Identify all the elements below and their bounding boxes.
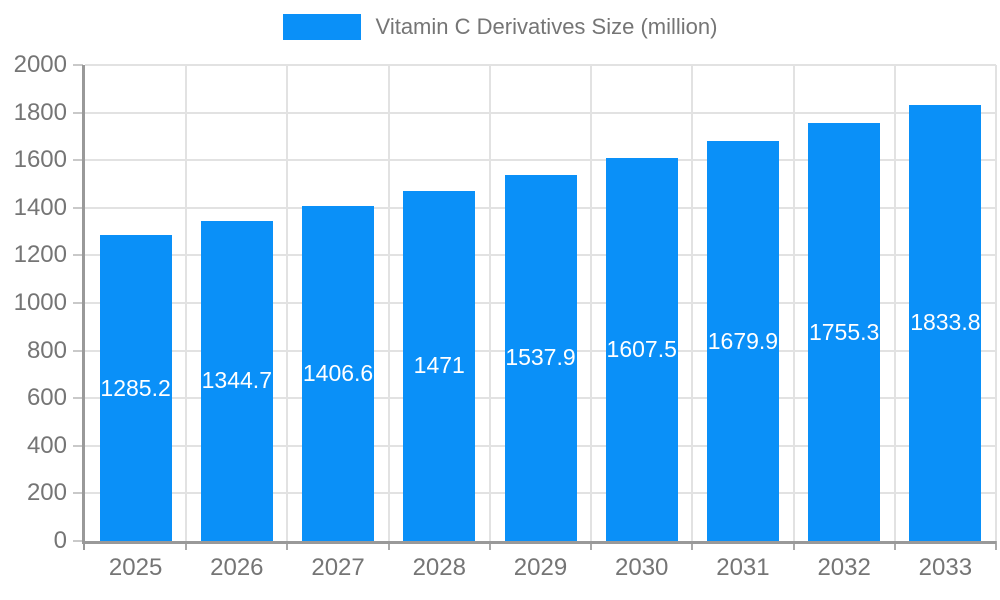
x-axis-line <box>82 541 996 544</box>
x-axis-label: 2029 <box>513 554 568 581</box>
y-axis-tick <box>73 254 83 257</box>
x-axis-label: 2028 <box>412 554 466 581</box>
bar[interactable]: 1755.3 <box>808 123 881 541</box>
gridline-vertical <box>185 65 188 541</box>
x-axis-label: 2026 <box>210 554 264 581</box>
y-axis-label: 400 <box>26 431 67 459</box>
y-axis-tick <box>73 111 83 114</box>
y-axis-tick <box>73 159 83 162</box>
y-axis-label: 1000 <box>13 289 67 316</box>
x-axis-tick <box>387 541 390 550</box>
bar-value-label: 1537.9 <box>505 344 576 371</box>
bar[interactable]: 1679.9 <box>706 141 779 541</box>
bar[interactable]: 1537.9 <box>504 174 577 541</box>
y-axis-label: 800 <box>26 336 67 364</box>
y-axis-tick <box>73 302 83 304</box>
y-axis-label: 1200 <box>13 241 67 269</box>
bar-value-label: 1406.6 <box>302 360 374 387</box>
bar[interactable]: 1285.2 <box>99 235 172 541</box>
x-axis-label: 2033 <box>918 554 973 581</box>
y-axis-label: 1600 <box>13 146 67 174</box>
x-axis-label: 2025 <box>108 554 163 581</box>
bar-value-label: 1607.5 <box>606 336 677 363</box>
x-axis-label: 2027 <box>311 554 365 581</box>
gridline-horizontal <box>85 159 996 162</box>
bar-value-label: 1471 <box>413 352 465 379</box>
y-axis-label: 200 <box>26 479 67 507</box>
bar-value-label: 1285.2 <box>100 374 171 401</box>
gridline-vertical <box>488 65 491 541</box>
gridline-vertical <box>792 65 795 541</box>
gridline-vertical <box>286 65 289 541</box>
bar[interactable]: 1344.7 <box>200 220 273 541</box>
x-axis-label: 2031 <box>716 554 770 581</box>
gridline-vertical <box>590 65 593 541</box>
bar-value-label: 1344.7 <box>201 367 272 394</box>
bar-value-label: 1679.9 <box>707 327 779 354</box>
gridline-horizontal <box>85 111 996 114</box>
x-axis-tick <box>893 541 896 550</box>
gridline-vertical <box>995 65 997 541</box>
x-axis-tick <box>590 541 593 550</box>
y-axis-tick <box>73 64 83 66</box>
y-axis-line <box>82 65 85 543</box>
bar[interactable]: 1607.5 <box>605 158 678 541</box>
y-axis-label: 600 <box>26 384 67 412</box>
legend-swatch-icon <box>282 14 361 40</box>
y-axis-tick <box>73 397 83 400</box>
x-axis-tick <box>691 541 694 550</box>
x-axis-tick <box>185 541 188 550</box>
bar-value-label: 1755.3 <box>808 318 880 345</box>
x-axis-tick <box>286 541 289 550</box>
gridline-vertical <box>387 65 390 541</box>
gridline-vertical <box>691 65 694 541</box>
y-axis-tick <box>73 206 83 209</box>
y-axis-tick <box>73 492 83 495</box>
legend[interactable]: Vitamin C Derivatives Size (million) <box>0 14 1000 40</box>
y-axis-tick <box>73 349 83 352</box>
y-axis-label: 1800 <box>13 98 67 126</box>
bar[interactable]: 1833.8 <box>909 104 982 541</box>
x-axis-tick <box>995 541 997 550</box>
bar-value-label: 1833.8 <box>910 309 981 336</box>
bar[interactable]: 1406.6 <box>302 206 375 541</box>
x-axis-label: 2030 <box>615 554 669 581</box>
gridline-vertical <box>893 65 896 541</box>
x-axis-tick <box>488 541 491 550</box>
y-axis-label: 2000 <box>13 51 67 78</box>
x-axis-tick <box>83 541 85 550</box>
y-axis-label: 0 <box>53 527 67 554</box>
gridline-horizontal <box>85 64 996 66</box>
y-axis-tick <box>73 444 83 447</box>
x-axis-label: 2032 <box>817 554 871 581</box>
y-axis-label: 1400 <box>13 193 67 221</box>
legend-label: Vitamin C Derivatives Size (million) <box>375 14 718 39</box>
bar[interactable]: 1471 <box>403 190 476 541</box>
y-axis-tick <box>73 540 83 542</box>
x-axis-tick <box>792 541 795 550</box>
